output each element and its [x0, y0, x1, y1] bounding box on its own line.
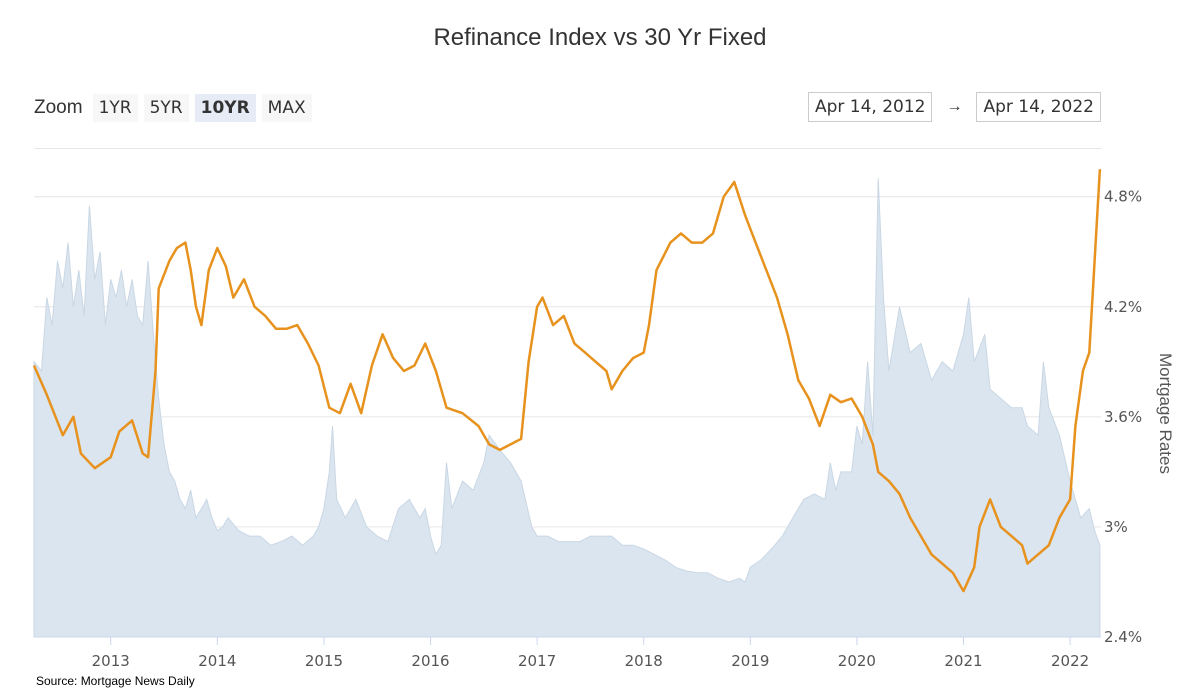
y-tick-label: 3%: [1104, 518, 1128, 536]
zoom-max-button[interactable]: MAX: [261, 94, 312, 122]
zoom-5yr-button[interactable]: 5YR: [143, 94, 189, 122]
zoom-1yr-button[interactable]: 1YR: [92, 94, 138, 122]
zoom-label: Zoom: [34, 97, 83, 118]
zoom-10yr-button[interactable]: 10YR: [194, 94, 256, 122]
x-axis-ticks: 2013 2014 2015 2016 2017 2018 2019 2020 2021 2022: [92, 637, 1089, 670]
y-axis-ticks: 2.4% 3% 3.6% 4.2% 4.8%: [1104, 188, 1142, 646]
x-tick-label: 2014: [198, 652, 236, 670]
refinance-index-area: [33, 178, 1101, 638]
x-tick-label: 2016: [411, 652, 449, 670]
source-note: Source: Mortgage News Daily: [36, 674, 195, 688]
y-tick-label: 2.4%: [1104, 628, 1142, 646]
x-tick-label: 2021: [944, 652, 982, 670]
date-range: Apr 14, 2012 → Apr 14, 2022: [807, 92, 1101, 122]
x-tick-label: 2015: [305, 652, 343, 670]
x-tick-label: 2017: [518, 652, 556, 670]
range-from-input[interactable]: Apr 14, 2012: [807, 92, 933, 122]
zoom-bar: Zoom 1YR 5YR 10YR MAX: [34, 94, 312, 122]
y-tick-label: 3.6%: [1104, 408, 1142, 426]
x-tick-label: 2020: [838, 652, 876, 670]
range-to-input[interactable]: Apr 14, 2022: [976, 92, 1101, 122]
x-tick-label: 2019: [731, 652, 769, 670]
mortgage-rate-line: [32, 169, 1102, 593]
x-tick-label: 2022: [1051, 652, 1089, 670]
y-tick-label: 4.8%: [1104, 188, 1142, 206]
y-axis-label: Mortgage Rates: [1156, 353, 1175, 474]
x-tick-label: 2018: [625, 652, 663, 670]
y-tick-label: 4.2%: [1104, 298, 1142, 316]
x-tick-label: 2013: [92, 652, 130, 670]
chart-title: Refinance Index vs 30 Yr Fixed: [433, 24, 767, 51]
toolbar-divider: [34, 148, 1102, 149]
range-arrow-icon: →: [946, 98, 963, 115]
